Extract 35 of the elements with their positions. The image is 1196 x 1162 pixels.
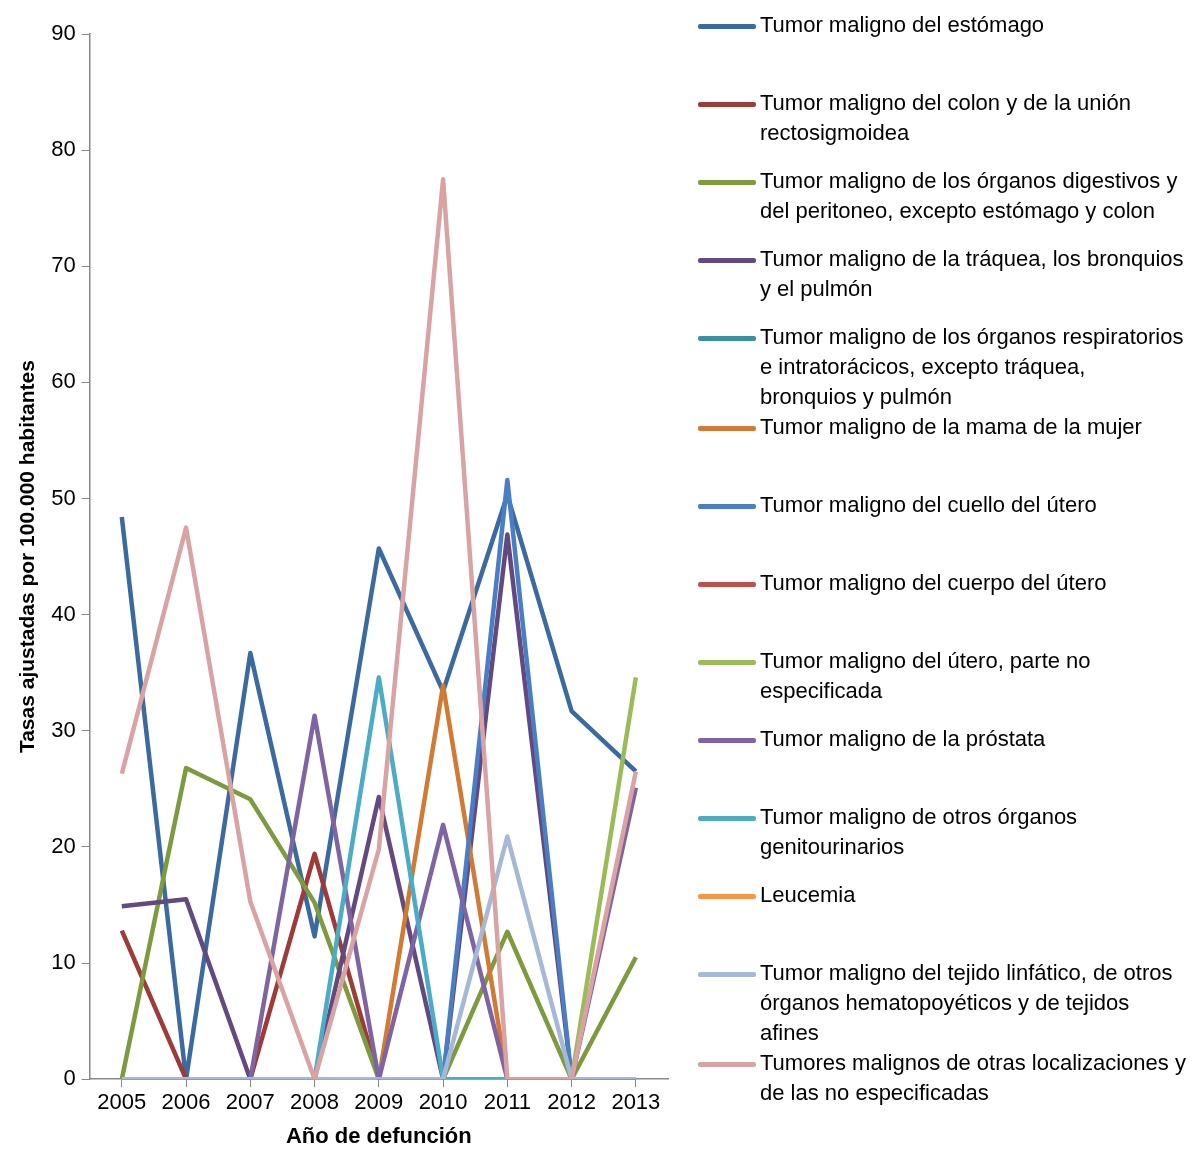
y-tick-label: 40 [51, 600, 76, 626]
legend-label: Tumor maligno de los órganos respiratorios e intratorácicos, excepto tráquea, bronquios y pulmón [760, 323, 1185, 411]
x-tick-label: 2010 [418, 1089, 468, 1115]
legend-label: Tumores malignos de otras localizaciones y de las no especificadas [760, 1049, 1187, 1107]
x-tick-label: 2007 [225, 1089, 275, 1115]
legend-label: Leucemia [760, 881, 856, 909]
legend-label: Tumor maligno de los órganos digestivos y del peritoneo, excepto estómago y colon [760, 167, 1179, 225]
x-tick-label: 2005 [97, 1089, 147, 1115]
y-tick-label: 30 [51, 716, 76, 742]
y-tick-label: 90 [51, 20, 76, 46]
x-tick-label: 2012 [547, 1089, 597, 1115]
legend-label: Tumor maligno del útero, parte no especificada [760, 647, 1092, 705]
legend-label: Tumor maligno de la tráquea, los bronquios y el pulmón [760, 245, 1185, 303]
y-tick-label: 80 [51, 136, 76, 162]
legend-label: Tumor maligno de la próstata [760, 725, 1046, 753]
legend-label: Tumor maligno del cuello del útero [760, 491, 1097, 519]
legend-label: Tumor maligno de otros órganos genitourinarios [760, 803, 1079, 861]
x-tick-label: 2011 [483, 1089, 532, 1115]
x-tick-label: 2008 [290, 1089, 340, 1115]
x-tick-label: 2009 [354, 1089, 404, 1115]
x-axis-title: Año de defunción [285, 1122, 472, 1148]
legend-label: Tumor maligno de la mama de la mujer [760, 413, 1142, 441]
legend-label: Tumor maligno del colon y de la unión rectosigmoidea [760, 89, 1132, 147]
legend-label: Tumor maligno del tejido linfático, de otros órganos hematopoyéticos y de tejidos afines [760, 959, 1174, 1047]
y-tick-label: 10 [51, 949, 76, 975]
legend-label: Tumor maligno del estómago [760, 11, 1045, 39]
y-tick-label: 60 [51, 368, 76, 394]
y-tick-label: 70 [51, 252, 76, 278]
y-tick-label: 20 [51, 833, 76, 858]
x-tick-label: 2013 [611, 1089, 661, 1115]
y-tick-label: 50 [51, 484, 76, 510]
y-tick-label: 0 [63, 1065, 76, 1091]
x-tick-label: 2006 [161, 1089, 211, 1115]
y-axis-title: Tasas ajustadas por 100.000 habitantes [15, 360, 39, 754]
legend-label: Tumor maligno del cuerpo del útero [760, 569, 1107, 597]
